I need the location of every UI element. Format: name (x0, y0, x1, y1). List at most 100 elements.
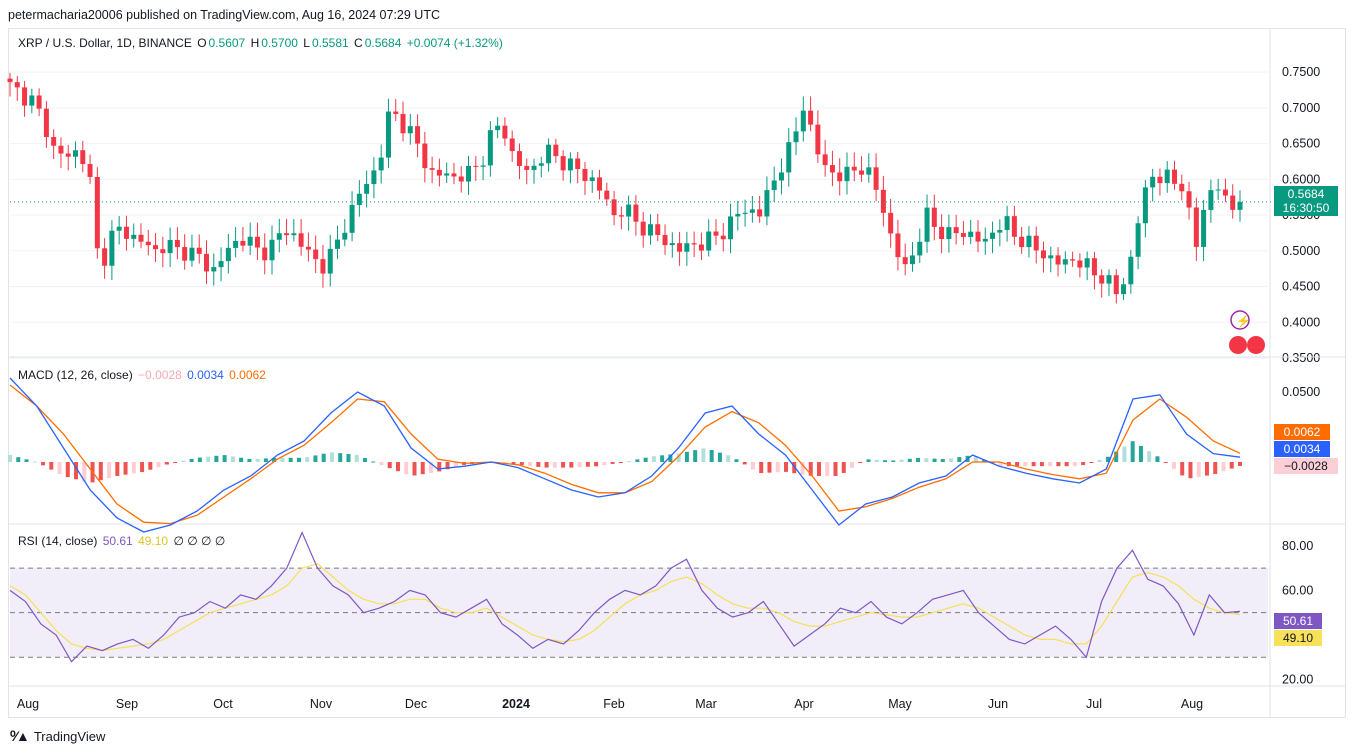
macd-histogram-bar (247, 459, 252, 462)
macd-histogram-bar (1015, 462, 1020, 467)
candle-body (1208, 190, 1214, 210)
candle-body (1062, 259, 1068, 265)
candle-body (291, 233, 297, 236)
macd-histogram-bar (511, 462, 516, 465)
macd-histogram-bar (362, 458, 367, 462)
macd-legend[interactable]: MACD (12, 26, close) −0.0028 0.0034 0.00… (18, 368, 268, 382)
macd-histogram-bar (1204, 462, 1209, 476)
bar-countdown: 16:30:50 (1282, 201, 1330, 215)
low-value: 0.5581 (311, 36, 349, 50)
last-price-value: 0.5684 (1287, 187, 1325, 201)
rsi-tick-label: 60.00 (1282, 583, 1313, 597)
symbol-legend[interactable]: XRP / U.S. Dollar, 1D, BINANCE O 0.5607 H… (18, 36, 505, 50)
macd-histogram-bar (693, 450, 698, 462)
time-tick-label: Sep (116, 697, 138, 711)
candle-body (1099, 275, 1105, 284)
candle-body (990, 232, 996, 239)
macd-histogram-bar (610, 462, 615, 464)
candle-body (1193, 207, 1199, 247)
macd-histogram-bar (346, 454, 351, 462)
macd-tick-label: 0.0500 (1282, 385, 1320, 399)
last-price-tag: 0.5684 16:30:50 (1274, 186, 1338, 216)
candle-body (451, 173, 457, 177)
candle-body (851, 166, 857, 171)
macd-histogram-bar (1171, 462, 1176, 469)
candle-body (204, 253, 210, 272)
candle-body (815, 124, 821, 155)
macd-histogram-bar (1072, 462, 1077, 467)
rsi-title: RSI (14, close) (18, 534, 98, 548)
candle-body (1048, 255, 1054, 259)
close-value: 0.5684 (364, 36, 402, 50)
macd-histogram-bar (684, 451, 689, 462)
macd-signal-tag: 0.0062 (1274, 424, 1330, 440)
macd-hist-tag: −0.0028 (1274, 458, 1338, 474)
candle-body (102, 248, 108, 266)
footer[interactable]: ⁰⁄▲ TradingView (10, 728, 105, 745)
macd-histogram-bar (239, 457, 244, 462)
macd-histogram-bar (354, 454, 359, 462)
macd-histogram-bar (305, 457, 310, 462)
macd-histogram-bar (379, 462, 384, 465)
change-value: +0.0074 (+1.32%) (406, 36, 503, 50)
candle-body (211, 267, 217, 272)
macd-histogram-bar (726, 455, 731, 462)
time-tick-label: Aug (17, 697, 39, 711)
macd-histogram-bar (750, 462, 755, 470)
rsi-ma-value: 49.10 (138, 534, 169, 548)
candle-body (640, 221, 646, 236)
candle-body (313, 249, 319, 260)
macd-histogram-bar (858, 462, 863, 463)
candle-body (87, 164, 93, 177)
macd-line-value: 0.0034 (187, 368, 224, 382)
macd-histogram-bar (65, 462, 70, 478)
macd-histogram-bar (173, 462, 178, 463)
candle-body (742, 212, 748, 214)
macd-histogram-bar (313, 455, 318, 462)
macd-histogram-bar (841, 462, 846, 473)
macd-histogram-bar (907, 458, 912, 462)
time-tick-label: 2024 (502, 697, 530, 711)
candle-body (939, 226, 945, 240)
macd-histogram-bar (783, 462, 788, 472)
candle-body (757, 209, 763, 217)
candle-body (960, 233, 966, 237)
price-tick-label: 0.7000 (1282, 101, 1320, 115)
time-tick-label: Nov (310, 697, 333, 711)
macd-hist-value: −0.0028 (138, 368, 182, 382)
macd-histogram-bar (1138, 445, 1143, 462)
candle-body (495, 125, 501, 131)
candle-body (728, 216, 734, 240)
candle-body (153, 245, 159, 250)
macd-histogram-bar (552, 462, 557, 468)
macd-histogram-bar (734, 459, 739, 462)
macd-histogram-bar (1105, 456, 1110, 462)
macd-histogram-bar (329, 452, 334, 462)
candle-body (342, 232, 348, 240)
candle-body (618, 215, 624, 217)
candle-body (356, 193, 362, 205)
macd-histogram-bar (816, 462, 821, 476)
macd-histogram-bar (453, 462, 458, 468)
candle-body (509, 138, 515, 152)
candle-body (677, 243, 683, 252)
candle-body (466, 165, 472, 182)
candle-body (1230, 195, 1236, 210)
price-tick-label: 0.5000 (1282, 244, 1320, 258)
macd-histogram-bar (230, 456, 235, 462)
macd-histogram-bar (651, 456, 656, 462)
candle-body (567, 158, 573, 171)
macd-histogram-bar (181, 460, 186, 462)
candle-body (1011, 216, 1017, 237)
rsi-legend[interactable]: RSI (14, close) 50.61 49.10 ∅ ∅ ∅ ∅ (18, 534, 227, 548)
candle-body (167, 239, 173, 254)
candle-body (953, 227, 959, 234)
candle-body (335, 239, 341, 249)
candle-body (604, 190, 610, 200)
symbol-name: XRP / U.S. Dollar, 1D, BINANCE (18, 36, 192, 50)
macd-histogram-bar (998, 462, 1003, 467)
lightning-glyph: ⚡ (1236, 314, 1251, 328)
candle-body (196, 247, 202, 254)
macd-histogram-bar (759, 462, 764, 474)
